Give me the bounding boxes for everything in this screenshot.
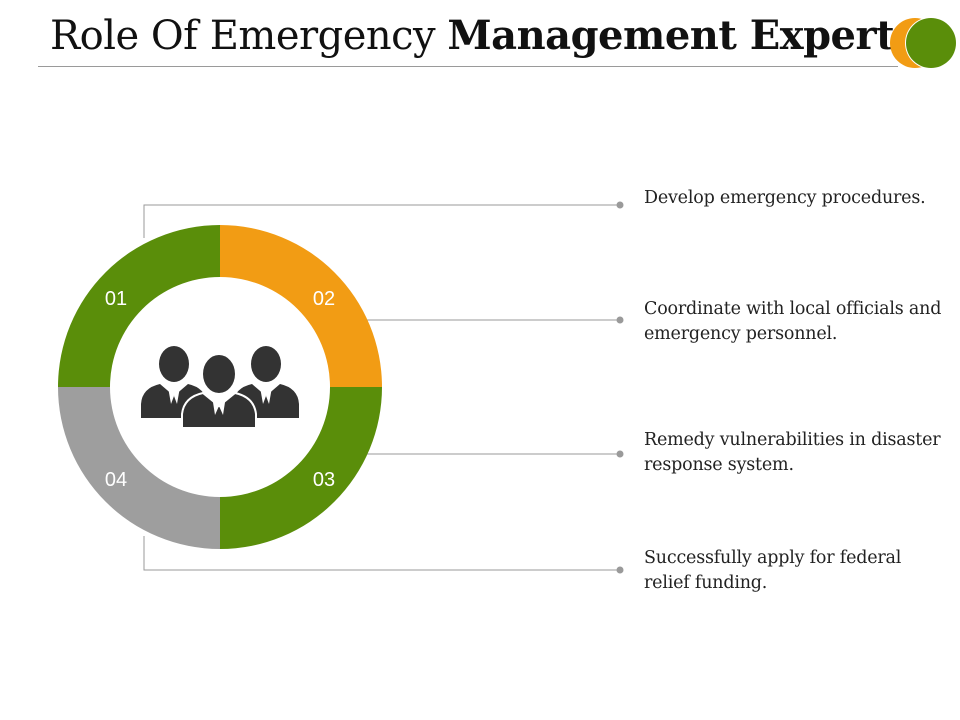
- connector-dot-3: [616, 450, 624, 458]
- item-text-4: Successfully apply for federal relief fu…: [644, 548, 902, 593]
- people-group-icon: [141, 346, 299, 429]
- item-text-1: Develop emergency procedures.: [644, 188, 926, 208]
- title-light-part: Role Of Emergency: [50, 13, 448, 59]
- segment-label-01: 01: [105, 288, 127, 310]
- connector-dot-4: [616, 566, 624, 574]
- segment-label-02: 02: [313, 288, 335, 310]
- connector-line-4: [143, 536, 620, 571]
- connector-dot-2: [616, 316, 624, 324]
- connector-line-1: [143, 204, 620, 238]
- item-text-3: Remedy vulnerabilities in disaster respo…: [644, 430, 941, 475]
- segment-label-04: 04: [105, 469, 127, 491]
- title-bold-part: Management Expert: [447, 12, 895, 59]
- ring-segment-01: [58, 225, 220, 387]
- segment-label-03: 03: [313, 469, 335, 491]
- connector-dot-1: [616, 201, 624, 209]
- ring-segment-04: [58, 387, 220, 549]
- slide-title: Role Of Emergency Management Expert: [50, 10, 895, 62]
- ring-segment-02: [220, 225, 382, 387]
- item-text-2: Coordinate with local officials and emer…: [644, 299, 942, 344]
- corner-green-circle: [906, 18, 956, 68]
- title-underline: [38, 66, 898, 67]
- ring-segment-03: [220, 387, 382, 549]
